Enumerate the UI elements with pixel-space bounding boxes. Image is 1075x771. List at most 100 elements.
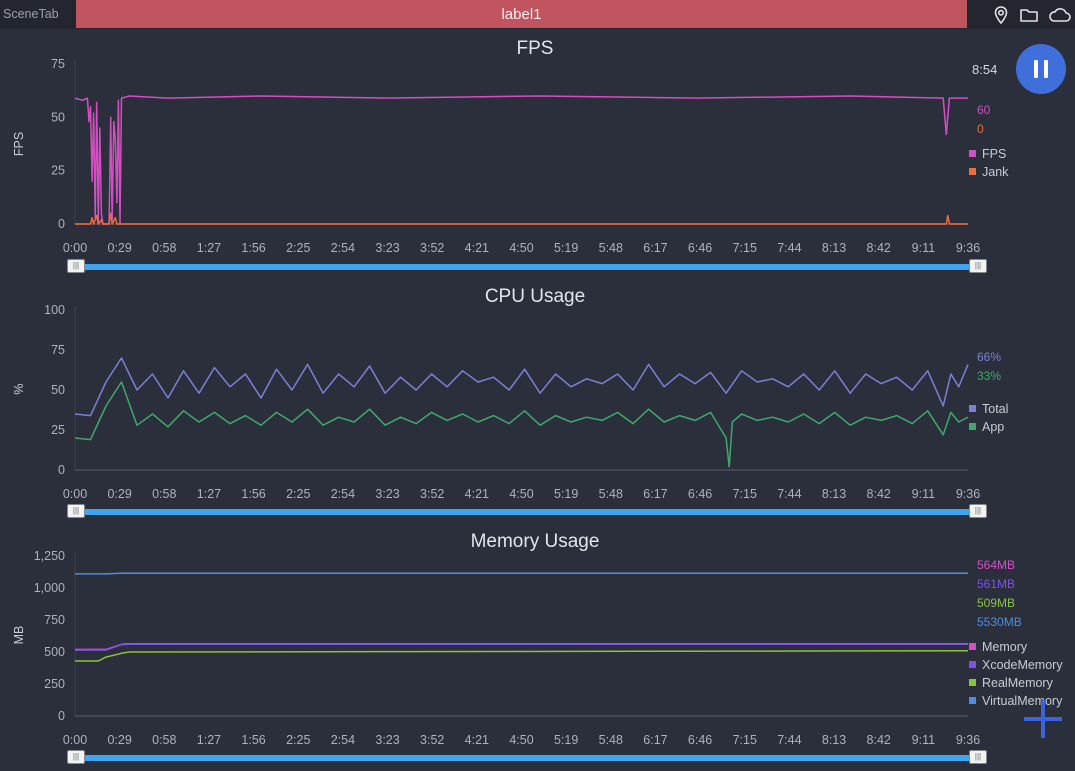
series-line-fps <box>74 95 968 225</box>
x-tick-label: 8:13 <box>822 487 846 501</box>
x-tick-label: 5:19 <box>554 241 578 255</box>
x-tick-label: 0:58 <box>152 241 176 255</box>
x-tick-label: 6:46 <box>688 241 712 255</box>
x-tick-label: 2:54 <box>331 241 355 255</box>
x-tick-label: 9:36 <box>956 733 980 747</box>
memory-chart: Memory Usage MB 0 250 500 750 1,000 1,250 0:00… <box>0 525 1075 771</box>
slider-handle-right[interactable]: ||| <box>969 750 987 764</box>
x-tick-label: 5:48 <box>599 733 623 747</box>
x-tick-label: 4:50 <box>509 487 533 501</box>
x-tick-label: 4:21 <box>465 733 489 747</box>
y-tick-label: 0 <box>58 217 65 231</box>
x-tick-label: 0:29 <box>107 487 131 501</box>
memory-range-slider[interactable]: ||| ||| <box>67 749 987 767</box>
y-tick-label: 100 <box>44 303 65 317</box>
elapsed-timer: 8:54 <box>972 62 998 77</box>
legend-label: RealMemory <box>982 676 1053 690</box>
x-tick-label: 9:11 <box>912 733 935 747</box>
x-tick-label: 0:29 <box>107 241 131 255</box>
top-bar: SceneTab label1 <box>0 0 1075 29</box>
legend-item-fps[interactable]: FPS <box>969 147 1006 161</box>
cloud-icon[interactable] <box>1048 5 1072 25</box>
y-tick-label: 1,000 <box>34 581 65 595</box>
x-tick-label: 3:23 <box>375 241 399 255</box>
pause-icon <box>1034 60 1038 78</box>
x-tick-label: 3:23 <box>375 487 399 501</box>
y-tick-label: 25 <box>51 423 65 437</box>
fps-range-slider[interactable]: ||| ||| <box>67 258 987 276</box>
legend-item-memory[interactable]: Memory <box>969 640 1027 654</box>
x-tick-label: 7:15 <box>733 733 757 747</box>
x-tick-label: 4:50 <box>509 241 533 255</box>
xcodememory-current-value: 561MB <box>977 577 1016 591</box>
x-tick-label: 7:44 <box>777 487 801 501</box>
x-tick-label: 5:48 <box>599 241 623 255</box>
legend-item-total[interactable]: Total <box>969 402 1008 416</box>
jank-current-value: 0 <box>977 122 984 136</box>
x-tick-label: 3:52 <box>420 241 444 255</box>
legend-item-xcodememory[interactable]: XcodeMemory <box>969 658 1063 672</box>
legend-item-jank[interactable]: Jank <box>969 165 1008 179</box>
plus-icon[interactable] <box>1022 698 1064 740</box>
x-tick-label: 7:44 <box>777 241 801 255</box>
x-tick-label: 0:58 <box>152 733 176 747</box>
legend-swatch <box>969 405 976 412</box>
slider-track <box>77 755 977 761</box>
fps-plot: 0 25 50 75 0:00 0:29 0:58 1:27 1:56 2:25 2:54 3:23 3… <box>51 57 980 255</box>
x-tick-label: 1:56 <box>241 487 265 501</box>
y-tick-label: 50 <box>51 110 65 124</box>
series-line-total <box>74 357 969 417</box>
x-tick-label: 2:25 <box>286 487 310 501</box>
x-tick-label: 0:29 <box>107 733 131 747</box>
location-pin-icon[interactable] <box>991 5 1011 25</box>
fps-current-value: 60 <box>977 103 991 117</box>
pause-button[interactable] <box>1016 44 1066 94</box>
app-current-value: 33% <box>977 369 1002 383</box>
chart-title: FPS <box>516 38 554 59</box>
x-tick-label: 9:36 <box>956 241 980 255</box>
x-tick-label: 8:42 <box>867 733 891 747</box>
x-tick-label: 2:54 <box>331 487 355 501</box>
slider-handle-left[interactable]: ||| <box>67 750 85 764</box>
x-tick-label: 2:25 <box>286 241 310 255</box>
x-tick-label: 5:19 <box>554 487 578 501</box>
x-tick-label: 1:27 <box>197 487 221 501</box>
x-tick-label: 6:17 <box>643 241 667 255</box>
x-tick-label: 4:21 <box>465 487 489 501</box>
legend-label: FPS <box>982 147 1007 161</box>
x-tick-label: 3:52 <box>420 487 444 501</box>
legend-item-realmemory[interactable]: RealMemory <box>969 676 1053 690</box>
x-tick-label: 9:11 <box>912 487 935 501</box>
x-tick-label: 1:56 <box>241 241 265 255</box>
scene-tab[interactable]: SceneTab <box>3 7 59 21</box>
legend-label: Jank <box>982 165 1009 179</box>
pause-icon <box>1044 60 1048 78</box>
cpu-chart: CPU Usage % 0 25 50 75 100 0:00 0:29 0:58 1:27 1:… <box>0 280 1075 525</box>
x-tick-label: 8:13 <box>822 733 846 747</box>
slider-handle-left[interactable]: ||| <box>67 259 85 273</box>
x-tick-label: 6:46 <box>688 487 712 501</box>
y-tick-label: 750 <box>44 613 65 627</box>
label-banner: label1 <box>76 0 967 28</box>
legend-swatch <box>969 168 976 175</box>
slider-handle-right[interactable]: ||| <box>969 504 987 518</box>
total-current-value: 66% <box>977 350 1002 364</box>
x-tick-label: 2:25 <box>286 733 310 747</box>
slider-handle-right[interactable]: ||| <box>969 259 987 273</box>
x-tick-label: 8:42 <box>867 487 891 501</box>
x-tick-label: 5:19 <box>554 733 578 747</box>
realmemory-current-value: 509MB <box>977 596 1016 610</box>
slider-handle-left[interactable]: ||| <box>67 504 85 518</box>
x-tick-label: 6:17 <box>643 733 667 747</box>
x-tick-label: 6:17 <box>643 487 667 501</box>
folder-icon[interactable] <box>1019 5 1039 25</box>
x-tick-label: 0:00 <box>63 241 87 255</box>
slider-track <box>77 509 977 515</box>
legend-item-app[interactable]: App <box>969 420 1004 434</box>
cpu-range-slider[interactable]: ||| ||| <box>67 503 987 521</box>
y-tick-label: 50 <box>51 383 65 397</box>
x-tick-label: 9:11 <box>912 241 935 255</box>
x-tick-label: 8:42 <box>867 241 891 255</box>
y-tick-label: 0 <box>58 463 65 477</box>
x-tick-label: 4:21 <box>465 241 489 255</box>
